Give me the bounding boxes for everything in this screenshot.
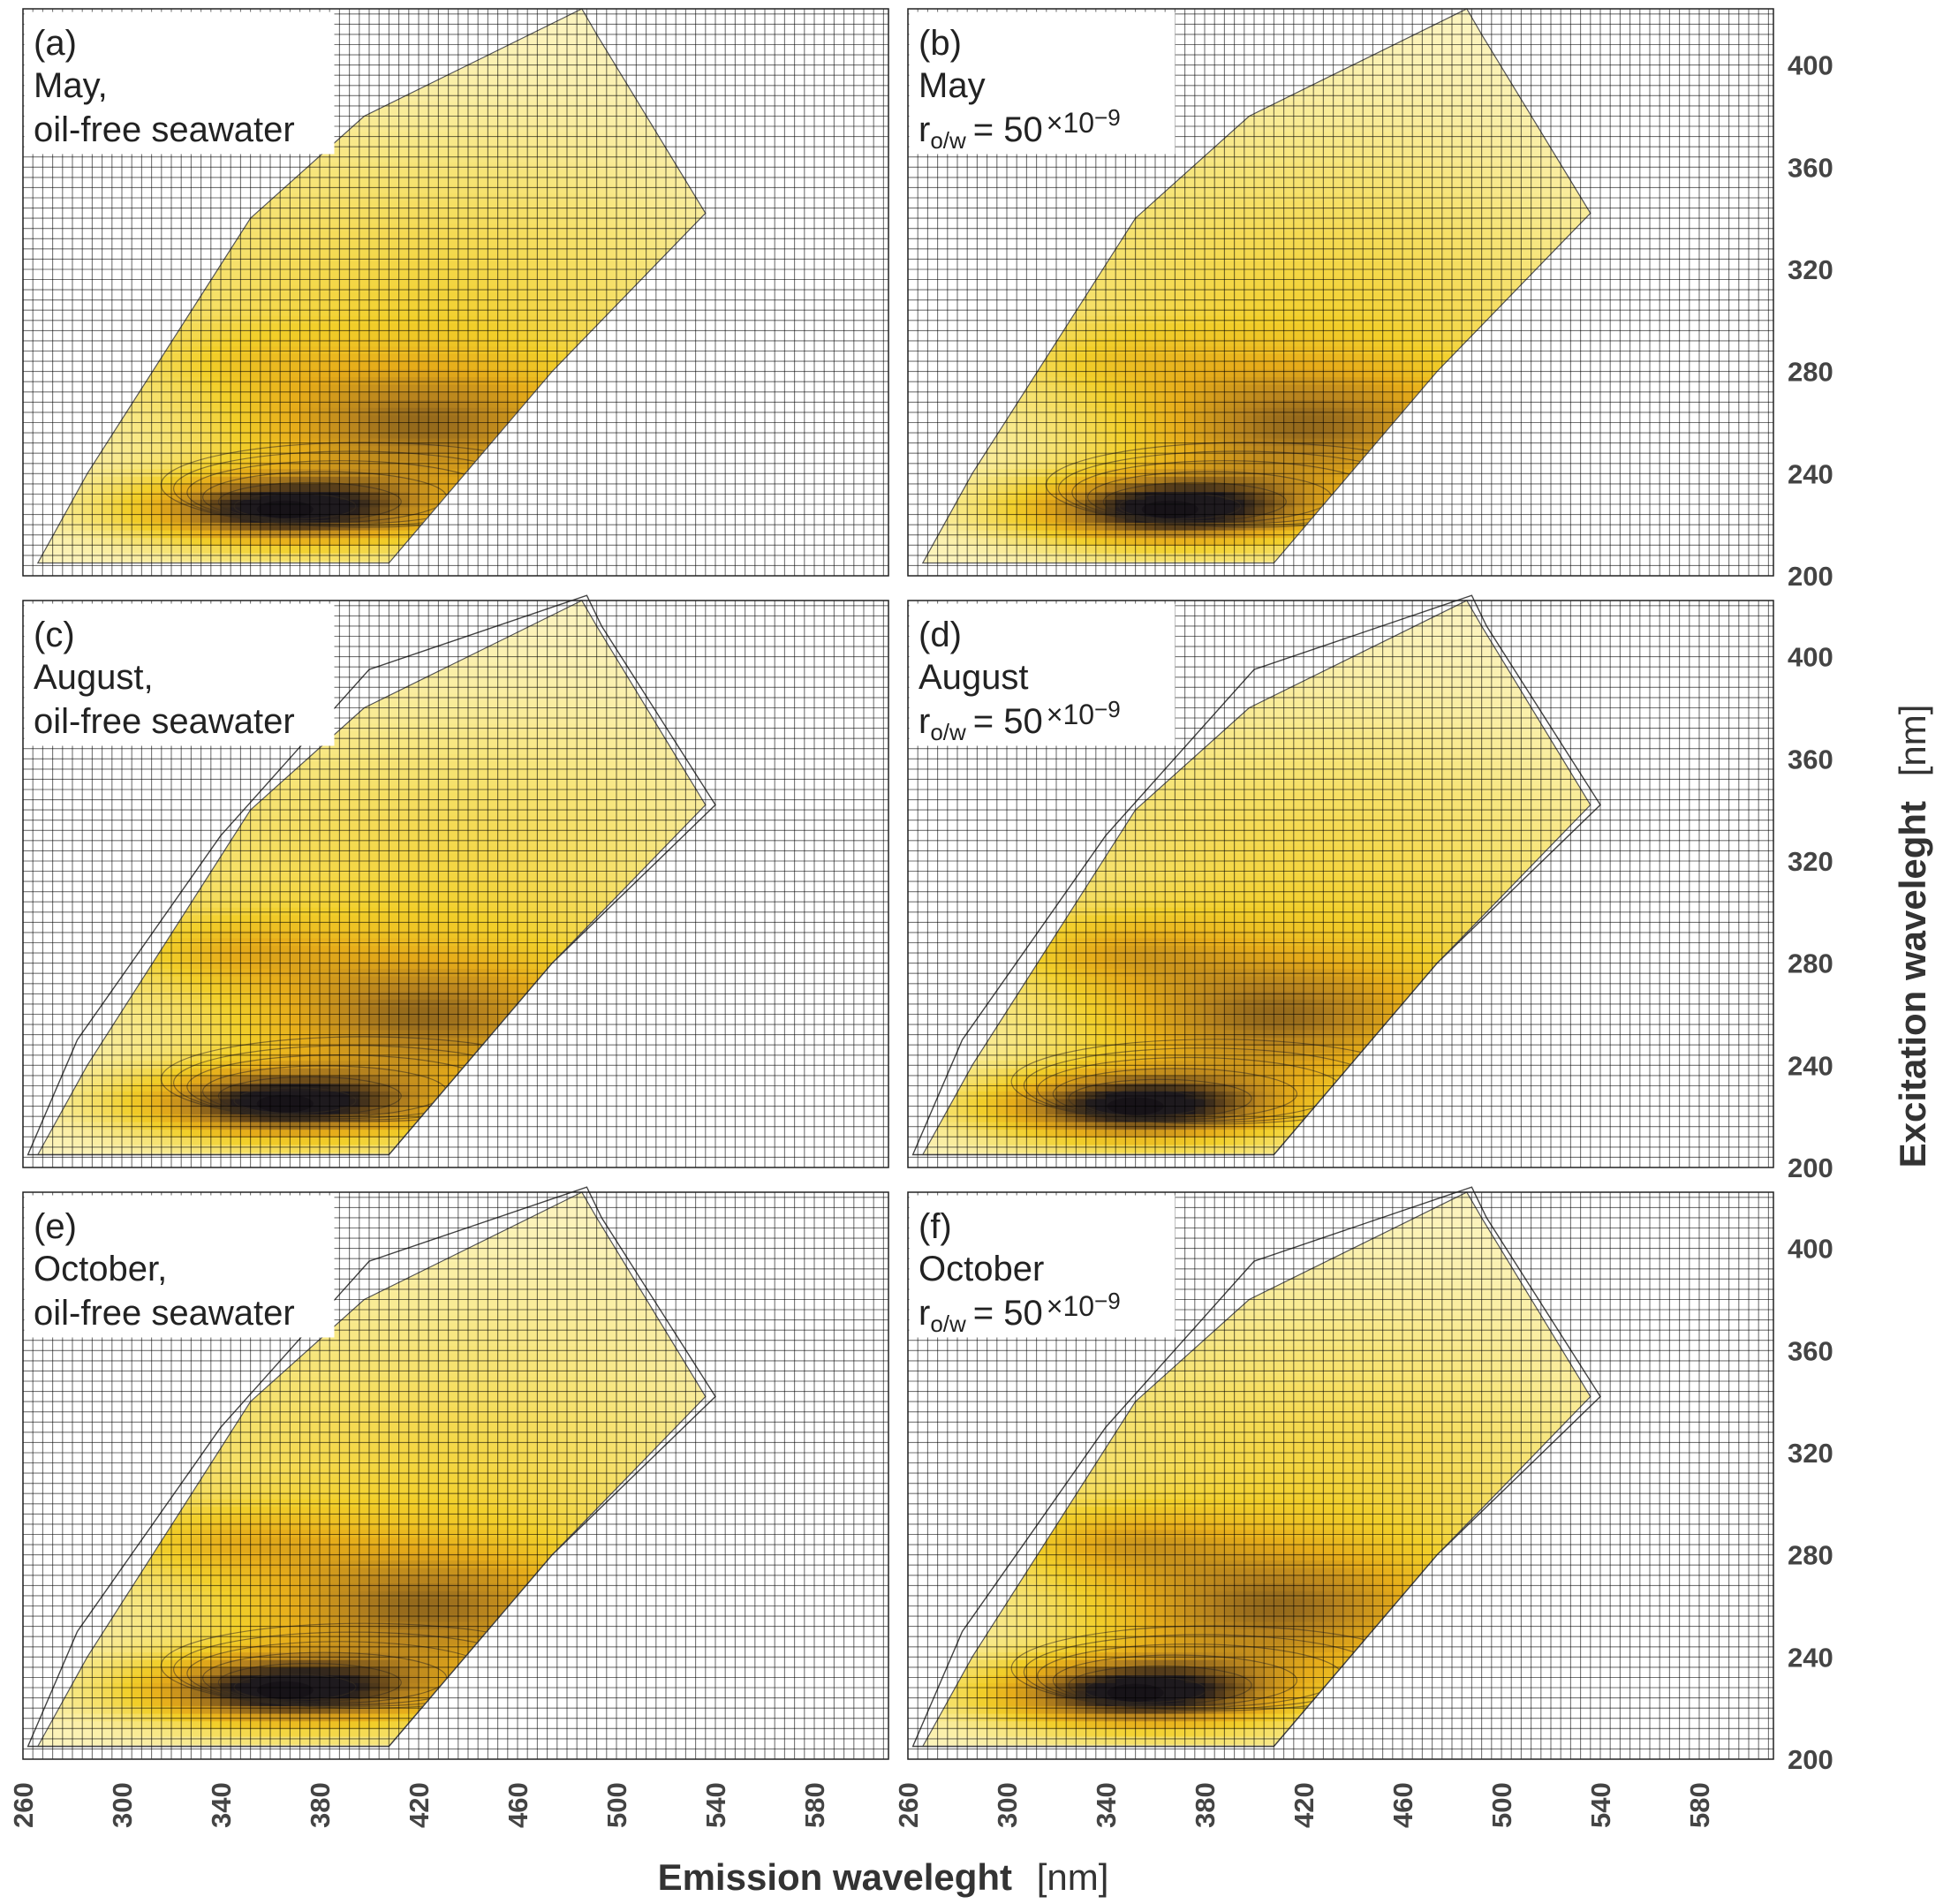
panel-e: (e) October, oil-free seawater <box>22 1186 889 1760</box>
plot-frame <box>22 600 889 1168</box>
y-tick-label: 400 <box>1788 642 1833 673</box>
peak-e <box>256 1681 314 1699</box>
panel-month: May, <box>34 66 108 105</box>
y-tick-label: 200 <box>1788 1152 1833 1183</box>
panel-month: May <box>919 66 986 105</box>
x-tick-label: 340 <box>1091 1782 1122 1828</box>
x-axis-title: Emission waveleght [nm] <box>658 1856 1109 1898</box>
y-axis-unit: [nm] <box>1892 705 1933 777</box>
y-tick-label: 280 <box>1788 1540 1833 1571</box>
x-tick-label: 580 <box>1684 1782 1715 1828</box>
panel-tag: (f) <box>919 1207 952 1246</box>
panel-sample: oil-free seawater <box>34 1294 295 1333</box>
x-tick-label: 380 <box>1190 1782 1221 1828</box>
x-tick-label: 580 <box>799 1782 830 1828</box>
x-tick-label: 540 <box>1585 1782 1616 1828</box>
x-tick-label: 300 <box>107 1782 138 1828</box>
panel-label-a: (a)May, oil-free seawater <box>24 11 335 155</box>
panel-month: August, <box>34 658 154 697</box>
peak-c <box>256 1094 314 1113</box>
y-tick-label: 200 <box>1788 1744 1833 1775</box>
x-tick-label: 380 <box>305 1782 336 1828</box>
y-tick-label: 320 <box>1788 846 1833 877</box>
region-outline <box>921 8 1591 564</box>
peak-a <box>256 500 314 518</box>
ratio-label: ro/w = 50 ×10−9 <box>919 1288 1121 1337</box>
panel-month: October <box>919 1250 1044 1288</box>
y-tick-label: 280 <box>1788 948 1833 979</box>
outer-outline <box>911 594 1601 1156</box>
axes-layer: 260 300 340 380 420 460 500 540 580 260 300 340 380 4… <box>8 50 1833 1828</box>
peak-b <box>1141 500 1198 518</box>
x-tick-label: 260 <box>893 1782 924 1828</box>
y-tick-label: 360 <box>1788 1335 1833 1366</box>
x-tick-label: 420 <box>404 1782 435 1828</box>
y-tick-label: 240 <box>1788 1050 1833 1081</box>
panel-tag: (d) <box>919 616 962 654</box>
outer-outline <box>26 594 716 1156</box>
plot-frame <box>22 8 889 577</box>
panel-tag: (b) <box>919 24 962 63</box>
y-tick-label: 240 <box>1788 458 1833 489</box>
y-tick-label: 320 <box>1788 254 1833 285</box>
x-tick-label: 460 <box>503 1782 533 1828</box>
y-tick-label: 320 <box>1788 1438 1833 1469</box>
x-tick-label: 540 <box>700 1782 731 1828</box>
outer-outline <box>911 1186 1601 1748</box>
panel-tag: (e) <box>34 1207 77 1246</box>
x-tick-label: 340 <box>206 1782 237 1828</box>
y-tick-label: 240 <box>1788 1642 1833 1673</box>
panel-label-c: (c) August, oil-free seawater <box>24 603 335 746</box>
panel-tag: (c) <box>34 616 75 654</box>
y-axis-label: Excitation waveleght <box>1892 801 1933 1167</box>
ratio-label: ro/w = 50 ×10−9 <box>919 104 1121 154</box>
panel-tag: (a) <box>34 24 77 63</box>
region-outline <box>36 8 707 564</box>
outer-outline <box>26 1186 716 1748</box>
x-axis-label: Emission waveleght <box>658 1856 1012 1898</box>
panel-month: August <box>919 658 1029 697</box>
y-tick-label: 400 <box>1788 1234 1833 1265</box>
panel-month: October, <box>34 1250 167 1288</box>
x-tick-label: 500 <box>601 1782 632 1828</box>
plot-frame <box>907 1191 1774 1760</box>
x-tick-label: 500 <box>1486 1782 1517 1828</box>
x-tick-label: 420 <box>1289 1782 1319 1828</box>
y-tick-label: 200 <box>1788 561 1833 592</box>
x-tick-label: 300 <box>992 1782 1023 1828</box>
panel-a: (a)May, oil-free seawater <box>22 8 889 577</box>
panel-c: (c) August, oil-free seawater <box>22 594 889 1168</box>
panel-sample: oil-free seawater <box>34 110 295 149</box>
panel-sample: oil-free seawater <box>34 702 295 741</box>
plot-frame <box>22 1191 889 1760</box>
x-tick-label: 260 <box>8 1782 39 1828</box>
plot-frame <box>907 600 1774 1168</box>
x-axis-unit: [nm] <box>1037 1856 1109 1898</box>
plot-frame <box>907 8 1774 577</box>
y-tick-label: 360 <box>1788 152 1833 183</box>
panel-label-e: (e) October, oil-free seawater <box>24 1195 335 1338</box>
y-axis-title: Excitation waveleght [nm] <box>1892 705 1933 1168</box>
ratio-label: ro/w = 50 ×10−9 <box>919 696 1121 745</box>
x-tick-label: 460 <box>1387 1782 1418 1828</box>
y-tick-label: 360 <box>1788 744 1833 774</box>
y-tick-label: 400 <box>1788 50 1833 81</box>
y-tick-label: 280 <box>1788 357 1833 388</box>
